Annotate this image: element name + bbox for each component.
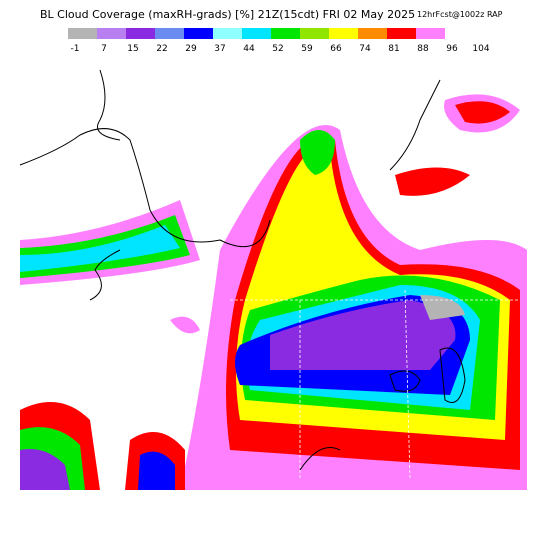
cloud-field (20, 94, 527, 490)
color-box (416, 28, 445, 39)
colorbar-tick-label: 44 (243, 44, 255, 54)
colorbar-tick-label: 7 (101, 44, 107, 54)
state-lines (230, 289, 520, 481)
color-box (242, 28, 271, 39)
color-box (126, 28, 155, 39)
color-box (97, 28, 126, 39)
color-box (68, 28, 97, 39)
subtitle: 12hrFcst@1002z RAP (417, 10, 503, 19)
colorbar-tick-label: 81 (388, 44, 399, 54)
colorbar-tick-label: 52 (272, 44, 283, 54)
color-box (358, 28, 387, 39)
colorbar-tick-label: 74 (359, 44, 371, 54)
colorbar-tick-label: 37 (214, 44, 225, 54)
colorbar-tick-label: 22 (156, 44, 167, 54)
colorbar-tick-label: 15 (127, 44, 138, 54)
color-box (387, 28, 416, 39)
map (19, 62, 527, 490)
colorbar-tick-label: -1 (71, 44, 80, 54)
colorbar-tick-label: 66 (330, 44, 342, 54)
colorbar: -1 7 15 22 29 37 44 52 59 66 74 81 88 96 104 (68, 28, 490, 54)
colorbar-tick-label: 88 (417, 44, 429, 54)
colorbar-tick-label: 59 (301, 44, 313, 54)
title: BL Cloud Coverage (maxRH-grads) [%] 21Z(… (40, 8, 415, 21)
borders (19, 69, 466, 471)
color-box (271, 28, 300, 39)
colorbar-tick-label: 104 (472, 44, 489, 54)
color-box (329, 28, 358, 39)
colorbar-tick-label: 29 (185, 44, 197, 54)
colorbar-tick-label: 96 (446, 44, 458, 54)
color-box (155, 28, 184, 39)
color-box (300, 28, 329, 39)
color-box (184, 28, 213, 39)
color-box (213, 28, 242, 39)
